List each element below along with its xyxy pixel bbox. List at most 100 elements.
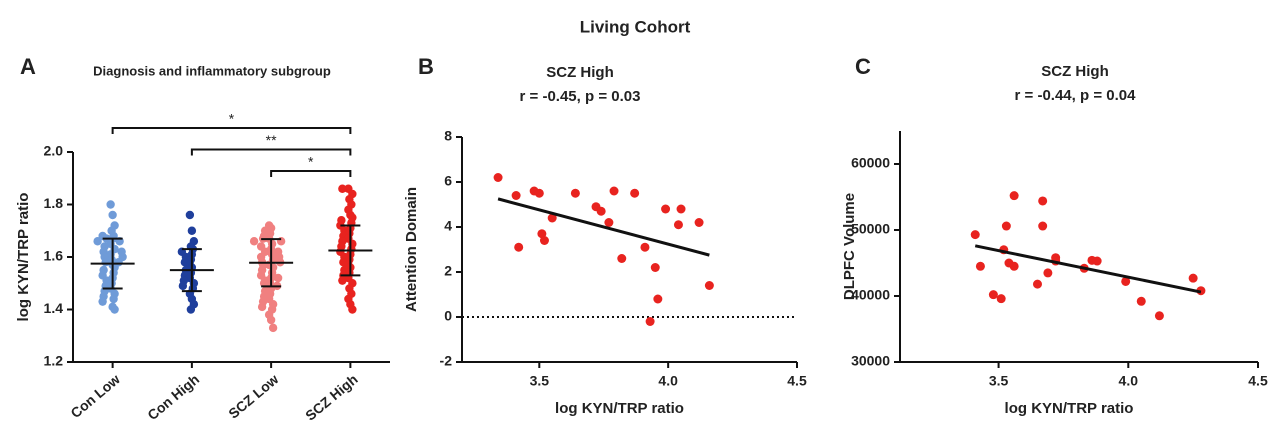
significance-bracket [190,148,352,156]
data-point [1032,279,1042,289]
x-tick-label: 4.0 [658,373,678,389]
data-point [1038,196,1048,206]
data-point [704,281,714,290]
x-tick-label: Con High [144,371,202,423]
data-point [1136,296,1146,306]
data-point [975,261,985,271]
data-point [1009,261,1019,271]
data-point [178,281,188,291]
data-point [110,305,119,314]
regression-line [497,197,710,257]
data-point [1038,221,1048,231]
data-point [547,213,557,223]
data-point [650,263,660,272]
data-point [640,242,650,252]
y-tick-label: 2.0 [44,143,64,159]
x-tick-label: 3.5 [530,373,550,389]
data-point [93,237,102,246]
panel-title: Diagnosis and inflammatory subgroup [93,63,331,78]
data-point [630,188,640,198]
x-tick-label: SCZ High [302,371,361,424]
data-point [266,315,276,325]
panel-letter: B [418,54,434,79]
data-point [338,184,347,193]
data-point [996,294,1006,304]
y-tick-label: 0 [444,308,452,324]
data-point [596,206,606,216]
data-point [338,276,347,285]
y-tick-label: 2 [444,263,452,279]
x-tick-label: Con Low [67,371,123,421]
x-axis-label: log KYN/TRP ratio [555,400,684,417]
x-tick-label: 3.5 [989,373,1009,389]
data-point [108,210,117,220]
data-point [257,302,267,312]
y-tick-label: 50000 [851,221,890,237]
y-axis-label: log KYN/TRP ratio [15,193,32,322]
data-point [539,236,549,245]
data-point [1092,256,1102,266]
data-point [186,305,196,314]
y-tick-label: 1.6 [44,248,64,264]
data-point [661,204,671,214]
y-tick-label: 4 [444,218,452,234]
y-tick-label: 1.2 [44,353,64,369]
data-point [970,230,980,240]
panel-title: SCZ High [1041,63,1109,80]
significance-bracket [111,127,352,134]
y-axis-label: DLPFC Volume [841,193,858,300]
x-tick-label: 4.5 [787,373,807,389]
regression-line [974,244,1202,294]
data-point [537,229,547,239]
data-point [673,220,683,230]
panel-letter: C [855,54,871,79]
data-point [249,237,259,246]
y-axis-label: Attention Domain [403,187,420,312]
y-tick-label: 40000 [851,287,890,303]
data-point [511,191,521,200]
x-axis-label: log KYN/TRP ratio [1005,400,1134,417]
data-point [493,173,503,182]
data-point [1001,221,1011,231]
figure-title: Living Cohort [580,17,691,36]
y-tick-label: 6 [444,173,452,189]
significance-label: ** [266,132,277,148]
data-point [109,294,118,304]
data-point [1009,191,1019,201]
data-point [609,186,619,196]
significance-label: * [229,111,235,127]
data-point [187,226,197,235]
data-point [185,210,195,220]
data-point [617,254,627,263]
data-point [534,188,544,198]
data-point [604,218,614,227]
x-tick-label: SCZ Low [225,371,281,422]
panel-subtitle: r = -0.45, p = 0.03 [520,88,641,105]
data-point [106,200,115,209]
data-point [676,204,686,214]
data-point [570,188,580,198]
data-point [653,294,663,304]
x-tick-label: 4.0 [1119,373,1139,389]
data-point [1154,311,1164,321]
panel-title: SCZ High [546,64,614,81]
data-point [259,279,269,288]
data-point [988,290,998,300]
y-tick-label: 8 [444,128,452,144]
data-point [98,297,107,306]
data-point [1121,276,1131,286]
significance-label: * [308,154,314,170]
data-point [268,323,278,333]
significance-bracket [270,170,352,177]
data-point [694,218,704,227]
x-tick-label: 4.5 [1248,373,1268,389]
panel-subtitle: r = -0.44, p = 0.04 [1015,87,1137,104]
y-tick-label: 1.8 [44,195,64,211]
panel-letter: A [20,54,36,79]
y-tick-label: 60000 [851,155,890,171]
data-point [1043,268,1053,278]
y-tick-label: 1.4 [44,300,64,316]
data-point [645,317,655,326]
data-point [273,273,283,283]
